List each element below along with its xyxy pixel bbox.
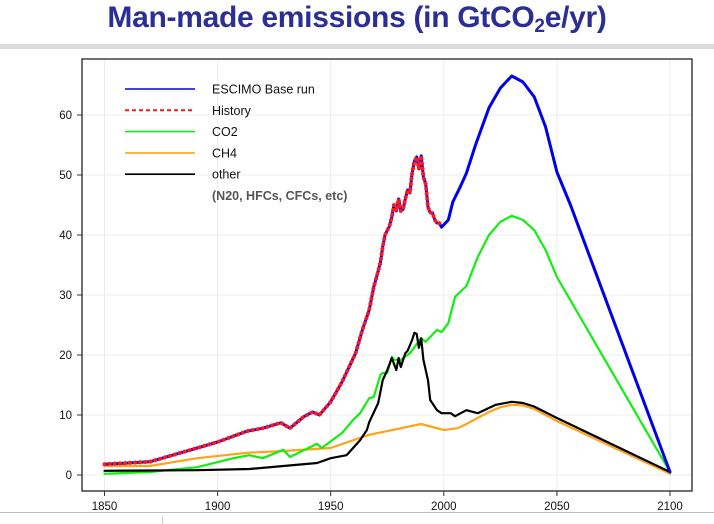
legend-label-ch4: CH4 (212, 146, 237, 160)
legend: ESCIMO Base run History CO2 CH4 other (N20, H… (125, 83, 347, 203)
legend-label-co2: CO2 (212, 125, 238, 139)
legend-label-escimo-base-run: ESCIMO Base run (212, 83, 315, 97)
x-tick-label: 2050 (544, 501, 570, 513)
y-tick-label: 10 (59, 410, 72, 422)
footer-separator-line (0, 512, 714, 513)
series-lines (102, 74, 672, 475)
series-line-ch4 (103, 403, 672, 475)
series-line-other (103, 331, 672, 474)
title-separator-bar (0, 44, 714, 49)
grid-lines (82, 59, 692, 491)
title-subscript: 2 (534, 16, 545, 37)
y-tick-label: 0 (66, 470, 72, 482)
footer-divider-tick (162, 516, 163, 524)
y-axis: 0 10 20 30 40 50 60 (59, 110, 82, 482)
x-tick-label: 2000 (431, 501, 457, 513)
legend-note: (N20, HFCs, CFCs, etc) (212, 189, 347, 203)
x-tick-label: 1950 (318, 501, 344, 513)
chart-title: Man-made emissions (in GtCO2e/yr) (0, 0, 714, 38)
x-tick-label: 1850 (92, 501, 118, 513)
series-line-escimo-base-run (103, 74, 672, 474)
y-tick-label: 50 (59, 170, 72, 182)
y-tick-label: 60 (59, 110, 72, 122)
x-tick-label: 2100 (657, 501, 683, 513)
y-tick-label: 30 (59, 290, 72, 302)
legend-label-history: History (212, 104, 252, 118)
series-line-history (102, 153, 444, 467)
title-main-text: Man-made emissions (in GtCO (107, 1, 535, 34)
plot-frame (81, 58, 693, 492)
title-suffix-text: e/yr) (544, 1, 607, 34)
x-axis: 1850 1900 1950 2000 2050 2100 (92, 491, 683, 513)
legend-label-other: other (212, 168, 241, 182)
y-tick-label: 20 (59, 350, 72, 362)
y-tick-label: 40 (59, 230, 72, 242)
x-tick-label: 1900 (205, 501, 231, 513)
